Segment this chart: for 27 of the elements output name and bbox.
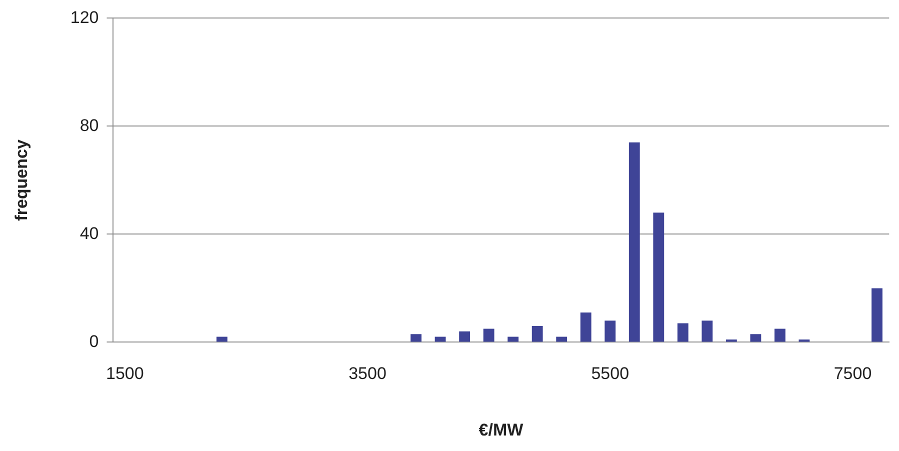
x-tick-label: 7500: [834, 364, 872, 384]
bar: [628, 142, 640, 342]
bar: [532, 326, 543, 342]
bar: [508, 336, 519, 342]
bar: [774, 328, 786, 342]
x-tick-label: 3500: [348, 364, 386, 384]
bar: [872, 288, 882, 342]
x-axis-title: €/MW: [478, 420, 524, 440]
bar: [580, 312, 592, 342]
bar: [556, 336, 568, 342]
y-tick-label: 120: [70, 8, 99, 27]
bar: [410, 334, 422, 342]
bar: [434, 336, 446, 342]
x-tick-label: 1500: [106, 364, 144, 384]
x-tick-label: 5500: [591, 364, 630, 384]
bar: [653, 212, 664, 342]
y-tick-label: 40: [80, 224, 99, 243]
bar: [677, 323, 688, 342]
y-tick-label: 0: [89, 332, 99, 351]
bar: [459, 331, 470, 342]
y-axis-title: frequency: [12, 139, 31, 221]
bar: [604, 320, 616, 342]
bar: [483, 328, 494, 342]
bar: [750, 334, 762, 342]
bar: [216, 336, 228, 342]
bar: [702, 320, 713, 342]
y-tick-label: 80: [80, 116, 99, 135]
